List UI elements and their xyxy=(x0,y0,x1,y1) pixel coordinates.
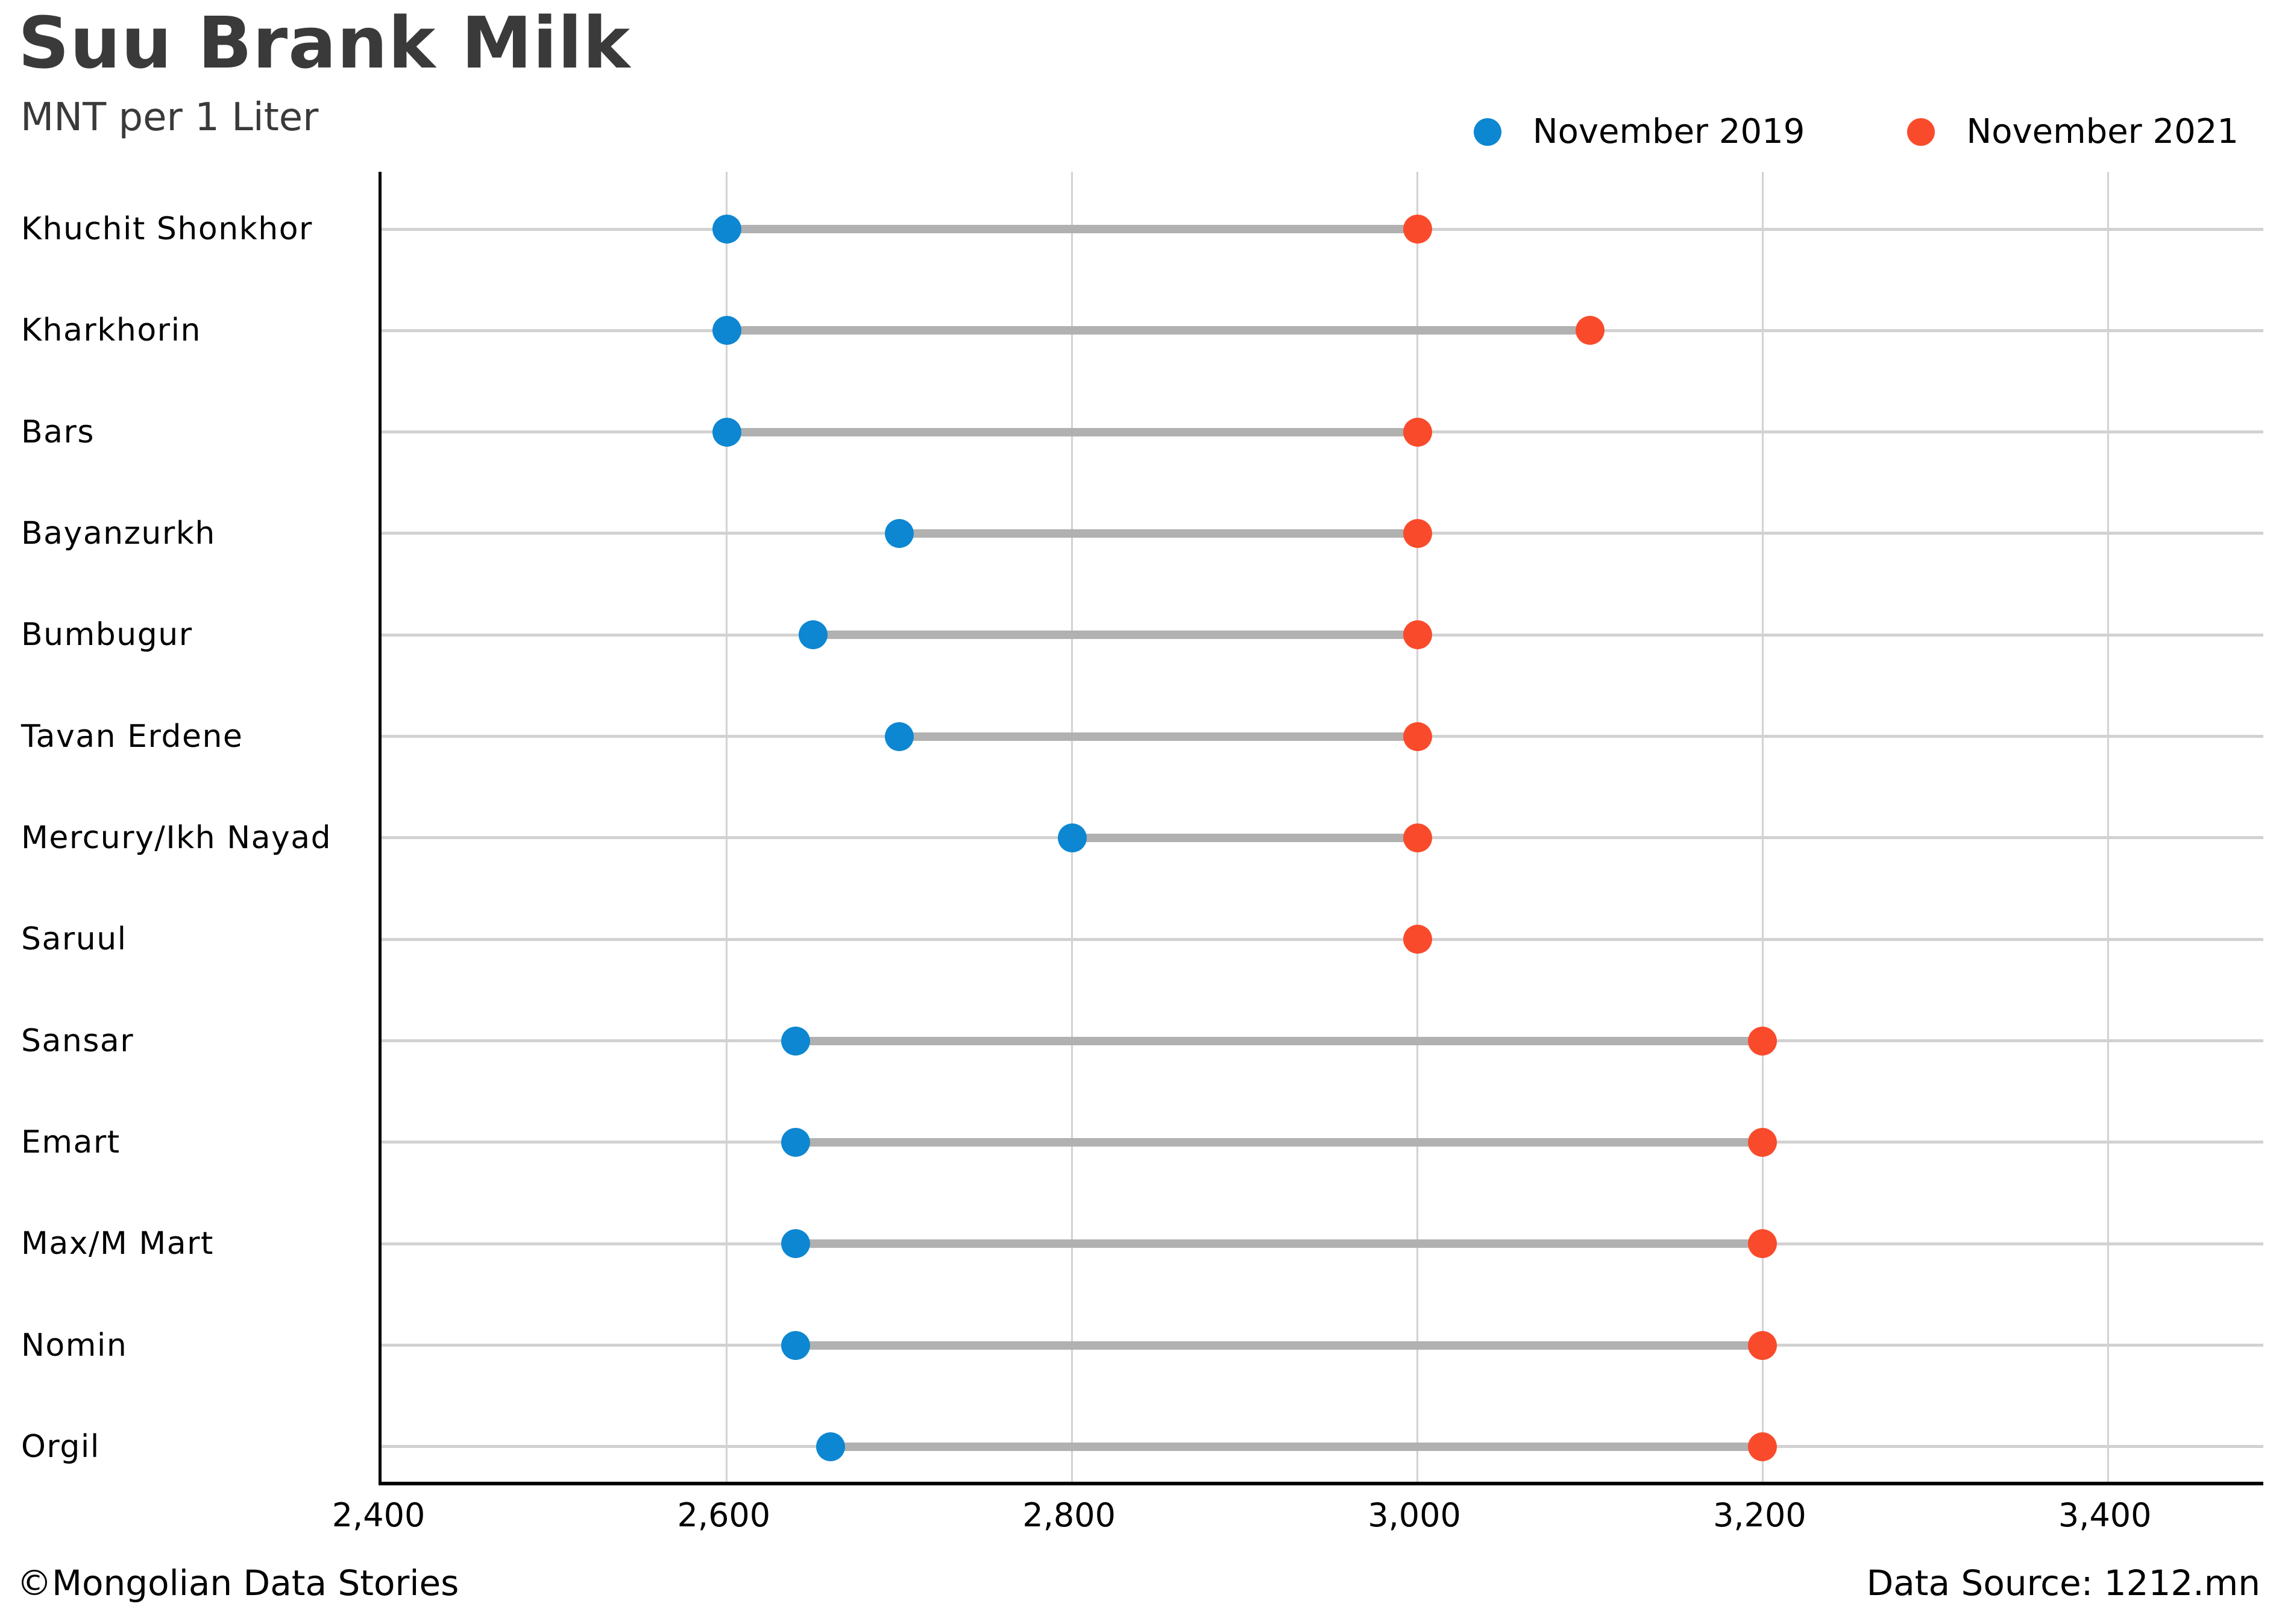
category-label: Bayanzurkh xyxy=(21,515,216,552)
data-point-2021 xyxy=(1403,722,1432,751)
data-point-2019 xyxy=(781,1127,811,1157)
legend-label-2019: November 2019 xyxy=(1532,112,1805,151)
data-point-2019 xyxy=(712,417,741,447)
category-label: Nomin xyxy=(21,1327,128,1364)
connector-line xyxy=(899,732,1418,741)
connector-line xyxy=(726,427,1418,436)
data-point-2019 xyxy=(799,620,828,650)
category-label: Mercury/Ikh Nayad xyxy=(21,819,332,856)
legend-dot-2019-icon xyxy=(1473,118,1501,146)
h-gridline xyxy=(382,937,2263,941)
chart-subtitle: MNT per 1 Liter xyxy=(20,95,319,140)
data-point-2021 xyxy=(1575,316,1605,345)
v-gridline xyxy=(1761,172,1764,1482)
data-point-2021 xyxy=(1403,620,1432,650)
data-point-2019 xyxy=(781,1229,811,1259)
data-point-2019 xyxy=(885,518,914,548)
credit-text: ©Mongolian Data Stories xyxy=(17,1563,459,1604)
data-point-2019 xyxy=(816,1432,845,1461)
category-label: Sansar xyxy=(21,1022,134,1059)
data-source-text: Data Source: 1212.mn xyxy=(1866,1563,2260,1604)
legend-item-2019: November 2019 xyxy=(1473,112,1805,151)
page-title: Suu Brank Milk xyxy=(18,1,631,84)
x-tick-label: 2,600 xyxy=(677,1496,771,1534)
category-label: Bumbugur xyxy=(21,617,193,653)
category-label: Orgil xyxy=(21,1428,100,1465)
category-label: Saruul xyxy=(21,921,127,958)
data-point-2019 xyxy=(885,722,914,751)
data-point-2021 xyxy=(1748,1026,1778,1056)
connector-line xyxy=(796,1239,1763,1248)
connector-line xyxy=(830,1442,1763,1451)
category-label: Tavan Erdene xyxy=(21,718,244,755)
data-point-2019 xyxy=(712,316,741,345)
data-point-2021 xyxy=(1403,823,1432,852)
category-label: Bars xyxy=(21,414,95,450)
data-point-2019 xyxy=(1057,823,1087,852)
x-tick-label: 2,800 xyxy=(1022,1496,1116,1534)
data-point-2021 xyxy=(1403,417,1432,447)
data-point-2021 xyxy=(1748,1229,1778,1259)
connector-line xyxy=(1072,833,1418,842)
category-label: Max/M Mart xyxy=(21,1226,214,1262)
x-tick-label: 2,400 xyxy=(332,1496,426,1534)
x-tick-label: 3,200 xyxy=(1713,1496,1806,1534)
data-point-2021 xyxy=(1403,925,1432,954)
data-point-2019 xyxy=(781,1026,811,1056)
category-label: Khuchit Shonkhor xyxy=(21,211,313,247)
x-tick-label: 3,000 xyxy=(1368,1496,1461,1534)
data-point-2019 xyxy=(781,1330,811,1360)
connector-line xyxy=(796,1138,1763,1147)
connector-line xyxy=(796,1036,1763,1045)
connector-line xyxy=(726,326,1590,335)
connector-line xyxy=(899,529,1418,538)
data-point-2021 xyxy=(1748,1127,1778,1157)
legend: November 2019 November 2021 xyxy=(1473,112,2239,151)
data-point-2021 xyxy=(1403,215,1432,244)
category-label: Emart xyxy=(21,1124,121,1160)
connector-line xyxy=(813,631,1418,640)
v-gridline xyxy=(2107,172,2109,1482)
data-point-2021 xyxy=(1748,1432,1778,1461)
data-point-2021 xyxy=(1403,518,1432,548)
legend-item-2021: November 2021 xyxy=(1907,112,2239,151)
legend-label-2021: November 2021 xyxy=(1966,112,2239,151)
v-gridline xyxy=(726,172,728,1482)
connector-line xyxy=(796,1341,1763,1350)
connector-line xyxy=(726,225,1418,233)
category-label: Kharkhorin xyxy=(21,312,201,349)
data-point-2021 xyxy=(1748,1330,1778,1360)
data-point-2019 xyxy=(712,215,741,244)
legend-dot-2021-icon xyxy=(1907,118,1935,146)
x-tick-label: 3,400 xyxy=(2058,1496,2152,1534)
plot-area xyxy=(379,172,2263,1485)
